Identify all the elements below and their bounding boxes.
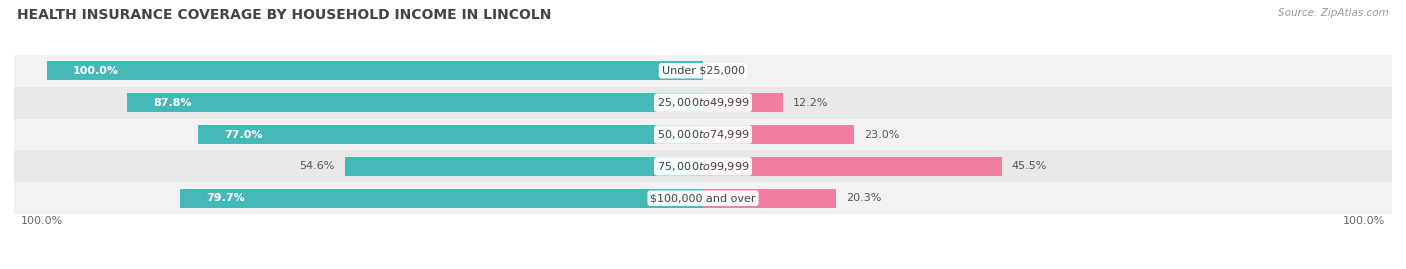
Bar	[14, 55, 1392, 87]
Bar	[127, 93, 703, 112]
Bar	[46, 62, 703, 80]
Text: 100.0%: 100.0%	[73, 66, 120, 76]
Text: 12.2%: 12.2%	[793, 98, 828, 108]
Bar	[14, 182, 1392, 214]
Text: $25,000 to $49,999: $25,000 to $49,999	[657, 96, 749, 109]
Text: 77.0%: 77.0%	[224, 129, 263, 140]
Bar	[344, 157, 703, 176]
Bar	[180, 189, 703, 207]
Text: $50,000 to $74,999: $50,000 to $74,999	[657, 128, 749, 141]
Text: HEALTH INSURANCE COVERAGE BY HOUSEHOLD INCOME IN LINCOLN: HEALTH INSURANCE COVERAGE BY HOUSEHOLD I…	[17, 8, 551, 22]
Bar	[14, 87, 1392, 119]
Text: $100,000 and over: $100,000 and over	[650, 193, 756, 203]
Text: 20.3%: 20.3%	[846, 193, 882, 203]
Text: 79.7%: 79.7%	[207, 193, 245, 203]
Text: 100.0%: 100.0%	[1343, 216, 1385, 226]
Bar	[703, 93, 783, 112]
Text: 23.0%: 23.0%	[863, 129, 898, 140]
Text: 100.0%: 100.0%	[21, 216, 63, 226]
Bar	[703, 157, 1001, 176]
Text: Source: ZipAtlas.com: Source: ZipAtlas.com	[1278, 8, 1389, 18]
Text: Under $25,000: Under $25,000	[661, 66, 745, 76]
Bar	[14, 150, 1392, 182]
Text: 87.8%: 87.8%	[153, 98, 191, 108]
Bar	[14, 119, 1392, 150]
Text: $75,000 to $99,999: $75,000 to $99,999	[657, 160, 749, 173]
Bar	[198, 125, 703, 144]
Text: 54.6%: 54.6%	[299, 161, 335, 171]
Text: 45.5%: 45.5%	[1011, 161, 1046, 171]
Bar	[703, 189, 837, 207]
Bar	[703, 125, 853, 144]
